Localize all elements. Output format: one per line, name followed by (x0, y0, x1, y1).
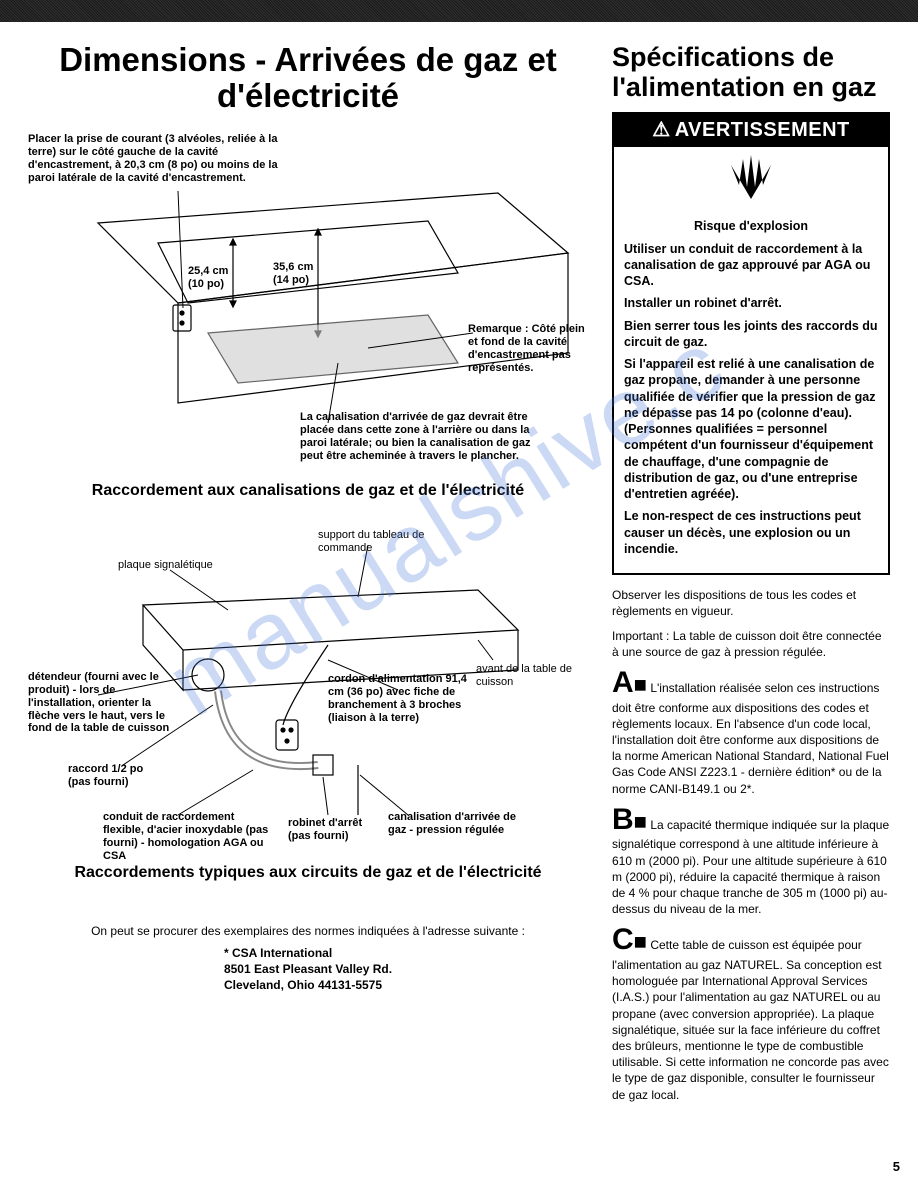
warn-p4: Si l'appareil est relié à une canalisati… (624, 356, 878, 502)
explosion-icon (614, 147, 888, 212)
letter-B: B (612, 805, 634, 835)
label-canalisation: canalisation d'arrivée de gaz - pression… (388, 811, 518, 837)
page-number: 5 (893, 1159, 900, 1174)
warn-p1: Utiliser un conduit de raccordement à la… (624, 241, 878, 290)
right-column: Spécifications de l'alimentation en gaz … (612, 42, 890, 1111)
dim-35-6: 35,6 cm (14 po) (273, 261, 313, 287)
label-plaque: plaque signalétique (118, 559, 213, 572)
warning-header-text: AVERTISSEMENT (675, 119, 850, 141)
footer-addr2: 8501 East Pleasant Valley Rd. (224, 961, 392, 977)
left-subtitle-2: Raccordements typiques aux circuits de g… (28, 863, 588, 883)
section-C: C■ Cette table de cuisson est équipée po… (612, 925, 890, 1102)
top-dark-bar (0, 0, 918, 22)
label-support: support du tableau de commande (318, 529, 438, 555)
txt-C: Cette table de cuisson est équipée pour … (612, 938, 889, 1101)
left-title: Dimensions - Arrivées de gaz et d'électr… (28, 42, 588, 115)
label-detendeur: détendeur (fourni avec le produit) - lor… (28, 671, 178, 736)
label-robinet: robinet d'arrêt (pas fourni) (288, 817, 373, 843)
warn-p5: Le non-respect de ces instructions peut … (624, 508, 878, 557)
section-A: A■ L'installation réalisée selon ces ins… (612, 668, 890, 797)
warning-body: Risque d'explosion Utiliser un conduit d… (614, 212, 888, 573)
warning-header: ⚠AVERTISSEMENT (614, 114, 888, 147)
footer-addr3: Cleveland, Ohio 44131-5575 (224, 977, 392, 993)
txt-B: La capacité thermique indiquée sur la pl… (612, 818, 889, 916)
txt-observer: Observer les dispositions de tous les co… (612, 587, 890, 619)
footer-intro: On peut se procurer des exemplaires des … (28, 923, 588, 939)
footer-block: On peut se procurer des exemplaires des … (28, 923, 588, 994)
warn-p3: Bien serrer tous les joints des raccords… (624, 318, 878, 351)
left-subtitle-1: Raccordement aux canalisations de gaz et… (28, 481, 588, 501)
footer-addr1: * CSA International (224, 945, 392, 961)
txt-important: Important : La table de cuisson doit êtr… (612, 628, 890, 660)
gas-zone-note: La canalisation d'arrivée de gaz devrait… (300, 411, 550, 463)
label-avant: avant de la table de cuisson (476, 663, 586, 689)
right-title: Spécifications de l'alimentation en gaz (612, 42, 890, 102)
remark-right: Remarque : Côté plein et fond de la cavi… (468, 323, 588, 375)
dim-25-4: 25,4 cm (10 po) (188, 265, 228, 291)
label-cordon: cordon d'alimentation 91,4 cm (36 po) av… (328, 673, 478, 725)
page-content: Dimensions - Arrivées de gaz et d'électr… (0, 22, 918, 1111)
right-body-text: Observer les dispositions de tous les co… (612, 587, 890, 1103)
warn-p2: Installer un robinet d'arrêt. (624, 295, 878, 311)
letter-C: C (612, 925, 634, 955)
letter-A: A (612, 668, 634, 698)
left-column: Dimensions - Arrivées de gaz et d'électr… (28, 42, 588, 1111)
section-B: B■ La capacité thermique indiquée sur la… (612, 805, 890, 918)
label-conduit: conduit de raccordement flexible, d'acie… (103, 811, 273, 863)
warning-triangle-icon: ⚠ (652, 117, 670, 142)
diagram-2: plaque signalétique support du tableau d… (28, 515, 588, 845)
txt-A: L'installation réalisée selon ces instru… (612, 681, 889, 796)
warning-box: ⚠AVERTISSEMENT Risque d'explosion Utilis… (612, 112, 890, 575)
label-raccord: raccord 1/2 po (pas fourni) (68, 763, 158, 789)
warn-risk: Risque d'explosion (624, 218, 878, 234)
outlet-note: Placer la prise de courant (3 alvéoles, … (28, 133, 298, 185)
diagram-1: Placer la prise de courant (3 alvéoles, … (28, 133, 588, 463)
